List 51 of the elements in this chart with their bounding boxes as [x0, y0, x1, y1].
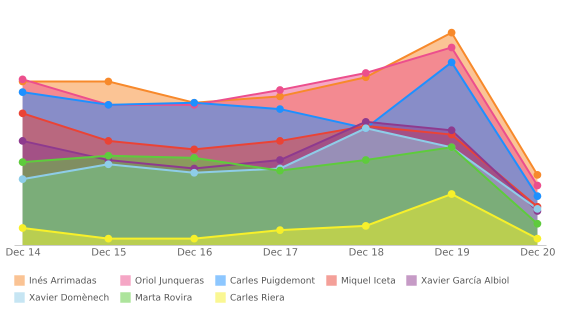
point	[534, 182, 542, 190]
point	[448, 28, 456, 36]
point	[18, 224, 26, 232]
point	[190, 154, 198, 162]
point	[104, 234, 112, 242]
point	[104, 152, 112, 160]
point	[362, 69, 370, 77]
legend-label: Xavier Domènech	[29, 292, 110, 304]
point	[534, 192, 542, 200]
x-tick-label: Dec 16	[177, 248, 212, 258]
legend-label: Marta Rovira	[135, 294, 192, 304]
legend-label: Xavier García Albiol	[421, 276, 510, 287]
x-tick-label: Dec 15	[91, 248, 127, 258]
point	[362, 156, 370, 164]
point	[104, 78, 112, 86]
point	[18, 109, 26, 118]
point	[18, 158, 26, 166]
point	[18, 137, 26, 145]
point	[448, 44, 456, 52]
legend-label: Inés Arrimadas	[29, 276, 97, 287]
point	[276, 137, 284, 145]
point	[18, 75, 26, 84]
x-tick-label: Dec 14	[5, 248, 41, 258]
point	[534, 220, 542, 228]
point	[534, 234, 542, 242]
point	[276, 86, 284, 94]
x-tick-label: Dec 19	[434, 248, 470, 258]
legend-label: Carles Riera	[230, 294, 285, 304]
point	[276, 156, 284, 164]
point	[18, 88, 26, 96]
point	[362, 222, 370, 230]
point	[18, 175, 26, 184]
point	[448, 58, 456, 66]
point	[276, 226, 284, 234]
point	[190, 234, 198, 242]
legend-label: Carles Puigdemont	[230, 276, 316, 287]
point	[534, 171, 542, 179]
point	[276, 105, 284, 113]
point	[448, 190, 456, 198]
point	[104, 160, 112, 168]
point	[362, 118, 370, 126]
point	[190, 168, 198, 177]
x-tick-label: Dec 18	[348, 248, 384, 258]
legend-label: Oriol Junqueras	[135, 276, 204, 287]
point	[276, 166, 284, 175]
point	[104, 137, 112, 145]
legend-label: Miquel Iceta	[341, 276, 396, 287]
x-tick-label: Dec 17	[262, 248, 298, 258]
point	[448, 126, 456, 134]
x-tick-label: Dec 20	[520, 248, 556, 258]
point	[190, 146, 198, 154]
